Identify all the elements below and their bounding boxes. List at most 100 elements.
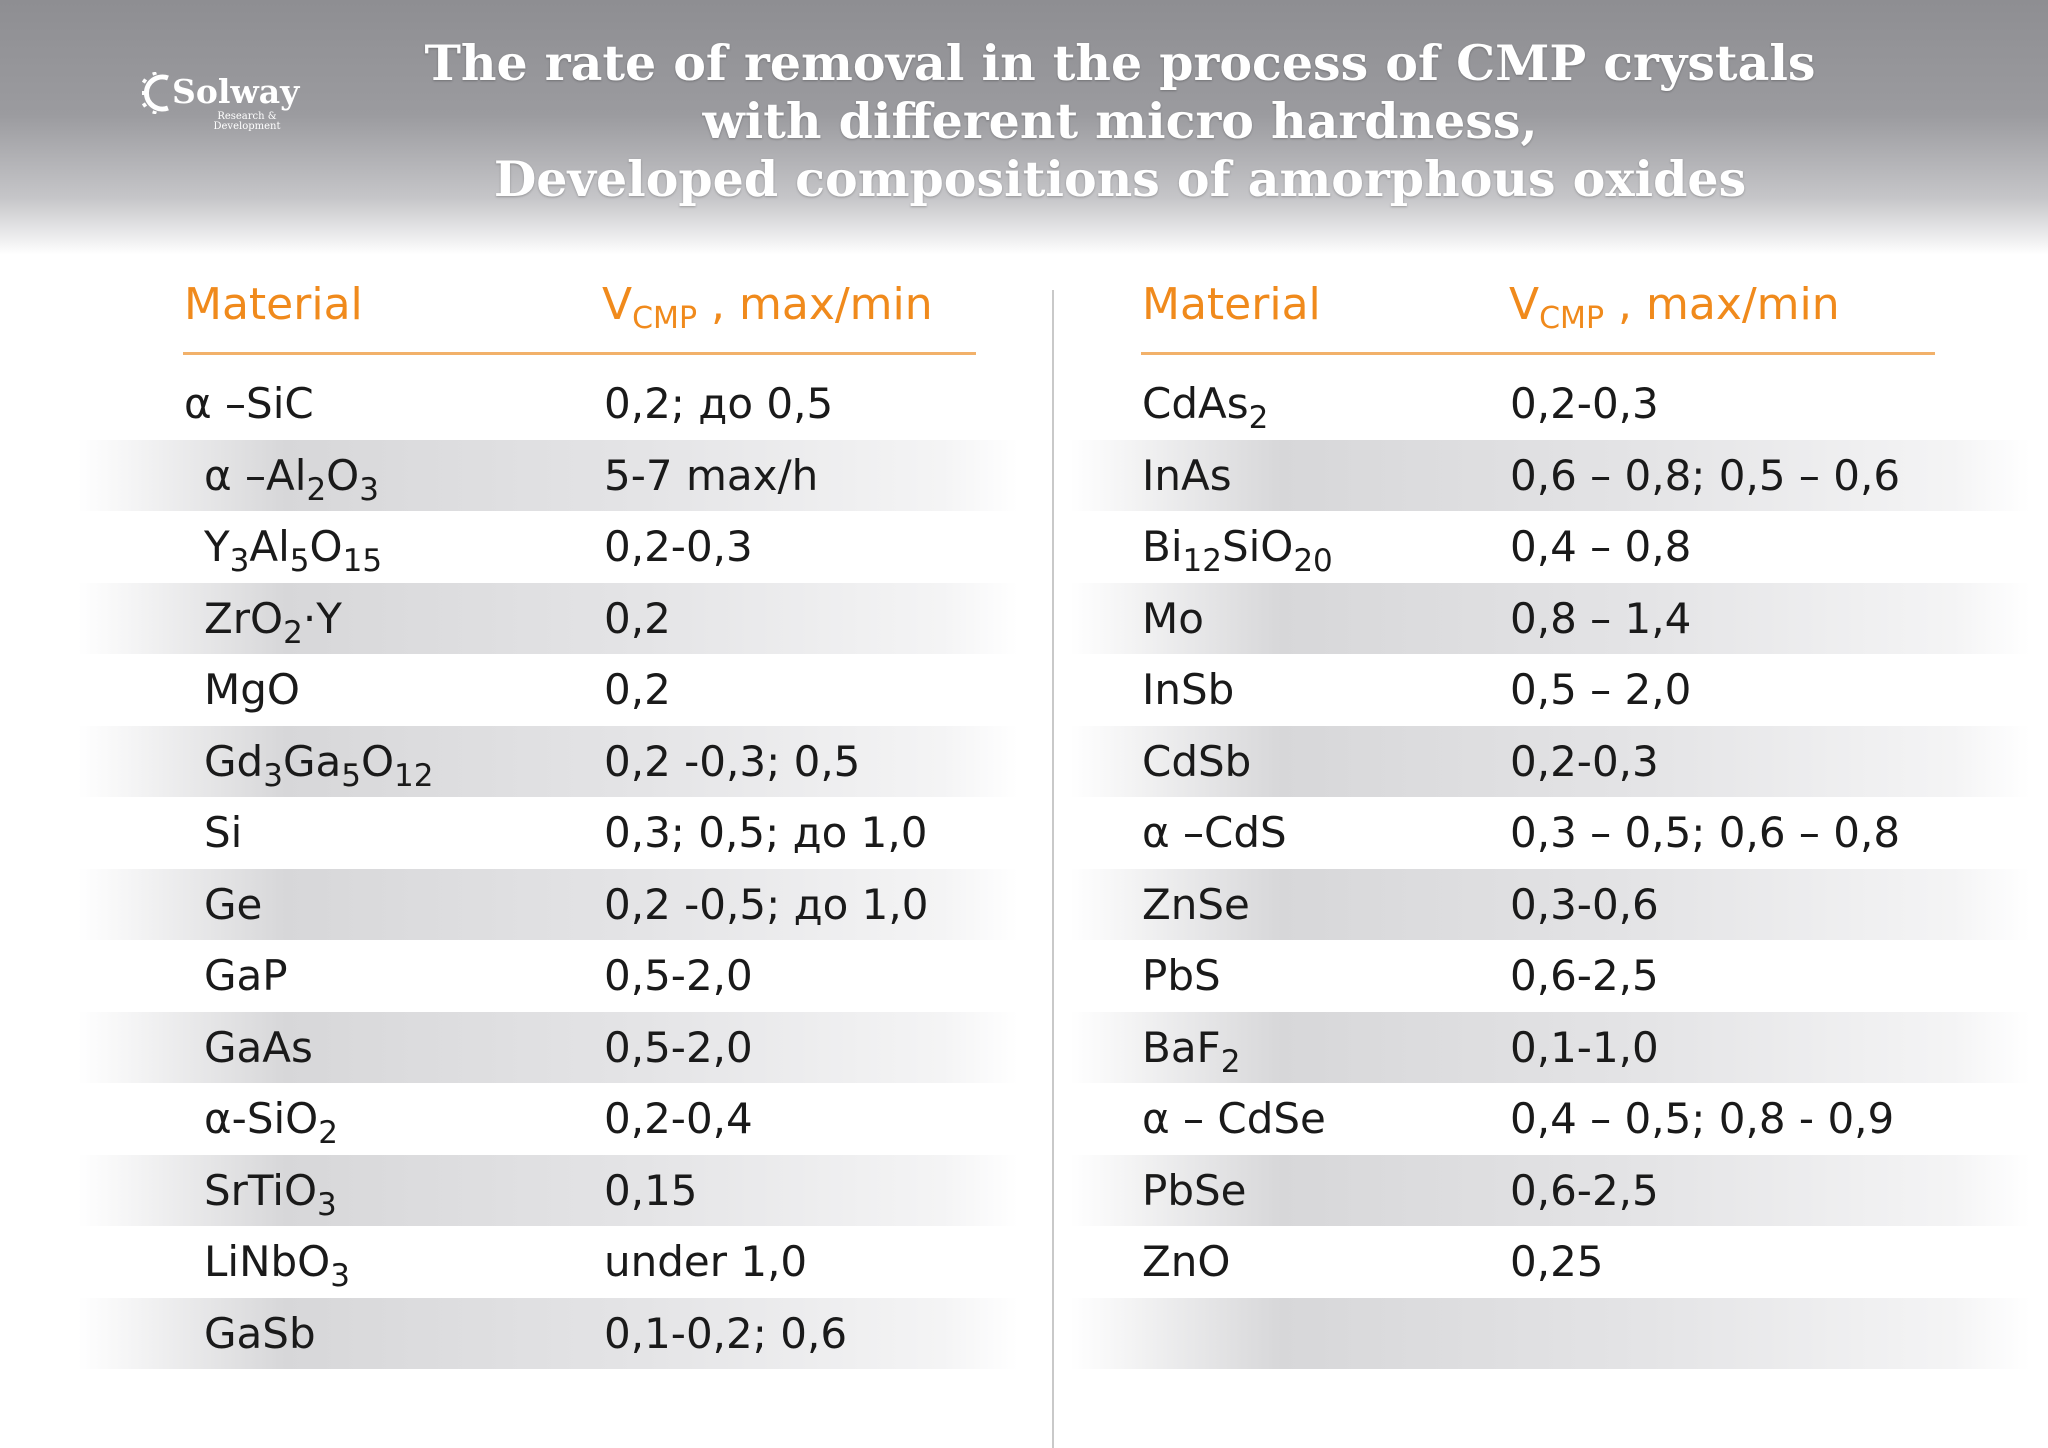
table-row: α – CdSe 0,4 – 0,5; 0,8 - 0,9 [1070, 1083, 2030, 1155]
rate-units: , max/min [1604, 279, 1840, 330]
table-row: Ge 0,2 -0,5; до 1,0 [78, 868, 1018, 940]
table-divider [1052, 290, 1054, 1448]
rate-value-cell: 0,5 – 2,0 [1510, 665, 1692, 714]
material-cell: InSb [1142, 665, 1235, 714]
table-row: PbS 0,6-2,5 [1070, 940, 2030, 1012]
header-banner: Solway Research & Development The rate o… [0, 0, 2048, 255]
table-row: GaAs 0,5-2,0 [78, 1011, 1018, 1083]
rate-value-cell: 0,6-2,5 [1510, 951, 1659, 1000]
material-cell: GaP [204, 951, 288, 1000]
material-cell: InAs [1142, 450, 1232, 500]
rate-symbol: V [1509, 279, 1540, 330]
table-row: BaF2 0,1-1,0 [1070, 1011, 2030, 1083]
column-header-rate: VCMP , max/min [602, 270, 933, 354]
material-cell: CdSb [1142, 736, 1252, 786]
table-row: CdSb 0,2-0,3 [1070, 725, 2030, 797]
rate-value-cell: 0,2 -0,3; 0,5 [604, 736, 861, 786]
title-line-2: with different micro hardness, [702, 92, 1538, 150]
rate-value-cell: 0,8 – 1,4 [1510, 593, 1692, 643]
material-cell: Ge [204, 879, 263, 929]
rate-value-cell: 0,3 – 0,5; 0,6 – 0,8 [1510, 808, 1901, 857]
rate-value-cell: 0,2 [604, 665, 671, 714]
rate-value-cell: 0,25 [1510, 1237, 1604, 1286]
table-row: MgO 0,2 [78, 654, 1018, 726]
table-row: α –SiC 0,2; до 0,5 [78, 368, 1018, 440]
material-cell: CdAs2 [1142, 379, 1269, 436]
material-cell: Si [204, 808, 243, 857]
material-cell: LiNbO3 [204, 1237, 350, 1294]
table-row: GaP 0,5-2,0 [78, 940, 1018, 1012]
title-line-3: Developed compositions of amorphous oxid… [493, 150, 1747, 208]
table-row: InSb 0,5 – 2,0 [1070, 654, 2030, 726]
rate-value-cell: 0,2-0,4 [604, 1094, 753, 1143]
table-row: α –Al2O3 5-7 max/h [78, 439, 1018, 511]
table-row: ZnO 0,25 [1070, 1226, 2030, 1298]
material-cell: PbS [1142, 951, 1221, 1000]
rate-value-cell: 5-7 max/h [604, 450, 819, 500]
material-cell: ZrO2·Y [204, 593, 342, 651]
table-row: ZnSe 0,3-0,6 [1070, 868, 2030, 940]
rate-value-cell: 0,2 [604, 593, 671, 643]
page-title: The rate of removal in the process of CM… [330, 34, 1910, 208]
logo-subtitle-line1: Research & [217, 111, 277, 122]
rate-value-cell: 0,2-0,3 [1510, 379, 1659, 428]
material-cell: α – CdSe [1142, 1094, 1326, 1143]
rate-units: , max/min [697, 279, 933, 330]
material-cell: Gd3Ga5O12 [204, 736, 434, 794]
rate-value-cell: 0,6-2,5 [1510, 1165, 1659, 1215]
table-row: PbSe 0,6-2,5 [1070, 1154, 2030, 1226]
rate-value-cell: 0,4 – 0,8 [1510, 522, 1692, 571]
logo-subtitle-line2: Development [213, 121, 281, 132]
table-row: ZrO2·Y 0,2 [78, 582, 1018, 654]
rate-value-cell: 0,5-2,0 [604, 951, 753, 1000]
rate-value-cell: 0,4 – 0,5; 0,8 - 0,9 [1510, 1094, 1895, 1143]
column-header-material: Material [1142, 279, 1321, 330]
table-row: SrTiO3 0,15 [78, 1154, 1018, 1226]
logo-brand: Solway [172, 72, 300, 111]
material-cell: Y3Al5O15 [204, 522, 383, 579]
rate-value-cell: 0,1-1,0 [1510, 1022, 1659, 1072]
rate-value-cell: 0,2; до 0,5 [604, 379, 834, 428]
table-row: GaSb 0,1-0,2; 0,6 [78, 1297, 1018, 1369]
rate-value-cell: 0,15 [604, 1165, 698, 1215]
table-row: LiNbO3 under 1,0 [78, 1226, 1018, 1298]
rate-value-cell: 0,2-0,3 [1510, 736, 1659, 786]
solway-logo: Solway Research & Development [142, 66, 312, 146]
table-row [1070, 1297, 2030, 1369]
rate-value-cell: 0,3-0,6 [1510, 879, 1659, 929]
header-rule [183, 352, 976, 355]
table-row: CdAs2 0,2-0,3 [1070, 368, 2030, 440]
table-row: InAs 0,6 – 0,8; 0,5 – 0,6 [1070, 439, 2030, 511]
column-header-rate: VCMP , max/min [1509, 270, 1840, 354]
rate-value-cell: 0,2-0,3 [604, 522, 753, 571]
material-cell: ZnSe [1142, 879, 1250, 929]
material-cell: BaF2 [1142, 1022, 1241, 1080]
rate-value-cell: under 1,0 [604, 1237, 808, 1286]
material-cell: α –CdS [1142, 808, 1287, 857]
header-rule [1141, 352, 1935, 355]
table-row: Gd3Ga5O12 0,2 -0,3; 0,5 [78, 725, 1018, 797]
table-row: Si 0,3; 0,5; до 1,0 [78, 797, 1018, 869]
material-cell: MgO [204, 665, 300, 714]
logo-subtitle: Research & Development [192, 112, 302, 132]
material-cell: Bi12SiO20 [1142, 522, 1333, 579]
material-cell: GaSb [204, 1308, 316, 1358]
rate-value-cell: 0,6 – 0,8; 0,5 – 0,6 [1510, 450, 1901, 500]
table-row: Bi12SiO20 0,4 – 0,8 [1070, 511, 2030, 583]
material-cell: α-SiO2 [204, 1094, 338, 1151]
material-cell: α –Al2O3 [204, 450, 379, 508]
material-cell: SrTiO3 [204, 1165, 337, 1223]
material-cell: GaAs [204, 1022, 313, 1072]
material-cell: α –SiC [184, 379, 314, 428]
material-cell: ZnO [1142, 1237, 1231, 1286]
table-row: α-SiO2 0,2-0,4 [78, 1083, 1018, 1155]
rate-subscript: CMP [1539, 301, 1605, 336]
material-cell: PbSe [1142, 1165, 1247, 1215]
gear-icon [142, 72, 169, 114]
table-row: Mo 0,8 – 1,4 [1070, 582, 2030, 654]
table-row: Y3Al5O15 0,2-0,3 [78, 511, 1018, 583]
rate-value-cell: 0,5-2,0 [604, 1022, 753, 1072]
table-row: α –CdS 0,3 – 0,5; 0,6 – 0,8 [1070, 797, 2030, 869]
rate-subscript: CMP [632, 301, 698, 336]
title-line-1: The rate of removal in the process of CM… [424, 34, 1816, 92]
